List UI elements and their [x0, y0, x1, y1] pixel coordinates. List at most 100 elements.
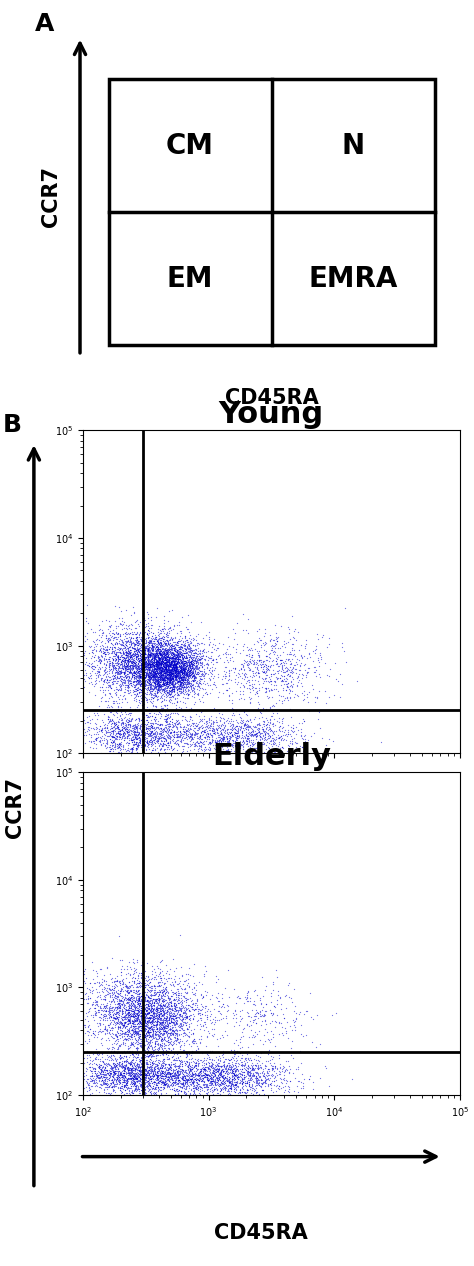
Point	[85, 1031, 93, 1051]
Point	[155, 994, 163, 1014]
Point	[145, 652, 152, 672]
Point	[167, 658, 174, 679]
Point	[138, 979, 146, 999]
Point	[190, 1006, 197, 1027]
Point	[336, 686, 344, 706]
Point	[273, 661, 281, 681]
Point	[201, 665, 208, 685]
Point	[238, 1058, 246, 1079]
Point	[193, 1069, 201, 1089]
Point	[172, 657, 179, 677]
Point	[90, 1027, 98, 1047]
Point	[180, 736, 188, 756]
Point	[210, 1066, 218, 1086]
Point	[96, 649, 104, 670]
Point	[181, 630, 189, 651]
Point	[227, 722, 235, 742]
Point	[201, 722, 209, 742]
Point	[283, 674, 291, 694]
Point	[134, 990, 142, 1010]
Point	[207, 713, 214, 733]
Point	[135, 674, 142, 694]
Point	[163, 630, 170, 651]
Point	[136, 728, 143, 748]
Point	[161, 1017, 169, 1037]
Point	[141, 671, 149, 691]
Point	[197, 723, 205, 743]
Point	[216, 1075, 224, 1095]
Point	[121, 974, 129, 994]
Point	[138, 679, 146, 699]
Point	[254, 1003, 261, 1023]
Point	[129, 1001, 137, 1022]
Point	[271, 729, 279, 749]
Point	[209, 1055, 216, 1075]
Point	[229, 1060, 237, 1080]
Point	[176, 672, 184, 693]
Point	[264, 1076, 272, 1096]
Point	[138, 1074, 146, 1094]
Point	[92, 1055, 100, 1075]
Point	[185, 653, 192, 674]
Point	[274, 736, 282, 756]
Point	[213, 730, 221, 751]
Point	[110, 704, 118, 724]
Point	[185, 656, 193, 676]
Point	[178, 994, 186, 1014]
Point	[172, 1074, 180, 1094]
Point	[126, 990, 134, 1010]
Point	[133, 1067, 141, 1087]
Point	[93, 1044, 101, 1065]
Point	[161, 676, 169, 696]
Point	[264, 656, 272, 676]
Point	[273, 1075, 280, 1095]
Point	[144, 1062, 152, 1082]
Point	[131, 1074, 138, 1094]
Point	[330, 685, 337, 705]
Point	[147, 687, 155, 708]
Point	[172, 666, 180, 686]
Point	[151, 993, 158, 1013]
Point	[165, 675, 173, 695]
Point	[157, 643, 165, 663]
Point	[151, 723, 159, 743]
Point	[150, 1019, 158, 1039]
Point	[143, 646, 151, 666]
Point	[228, 1072, 236, 1093]
Point	[171, 993, 178, 1013]
Point	[167, 1075, 174, 1095]
Point	[194, 1077, 201, 1098]
Point	[126, 672, 133, 693]
Point	[172, 1067, 179, 1087]
Point	[174, 662, 182, 682]
Point	[90, 1043, 97, 1063]
Point	[202, 719, 210, 739]
Point	[256, 1006, 264, 1027]
Point	[126, 976, 133, 996]
Point	[157, 1066, 165, 1086]
Point	[148, 732, 155, 752]
Point	[160, 657, 168, 677]
Point	[227, 709, 234, 729]
Point	[133, 999, 141, 1019]
Point	[137, 663, 145, 684]
Point	[138, 1032, 146, 1052]
Point	[163, 663, 171, 684]
Point	[113, 1013, 120, 1033]
Point	[99, 998, 107, 1018]
Point	[215, 1069, 223, 1089]
Point	[103, 984, 111, 1004]
Point	[145, 1081, 152, 1101]
Point	[114, 718, 121, 738]
Point	[114, 651, 122, 671]
Point	[171, 674, 178, 694]
Point	[98, 644, 105, 665]
Point	[145, 1033, 152, 1053]
Point	[129, 632, 137, 652]
Point	[131, 662, 138, 682]
Point	[130, 603, 138, 623]
Point	[100, 986, 108, 1006]
Point	[185, 977, 193, 998]
Point	[81, 1023, 89, 1043]
Point	[207, 1052, 215, 1072]
